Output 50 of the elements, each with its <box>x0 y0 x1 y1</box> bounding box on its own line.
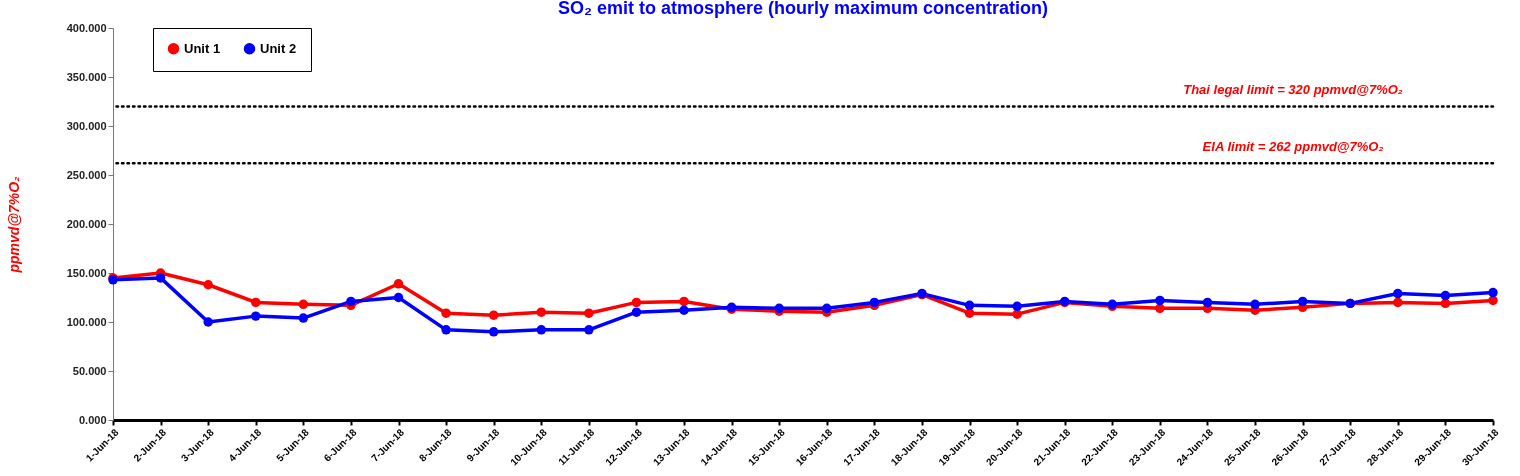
point <box>679 305 689 315</box>
point <box>393 292 404 303</box>
ref-line-label: EIA limit = 262 ppmvd@7%O₂ <box>1202 139 1384 155</box>
y-tick-label: 400.000 <box>66 21 107 34</box>
point <box>1202 297 1213 308</box>
point <box>964 300 975 311</box>
legend-label: Unit 2 <box>260 40 297 56</box>
y-tick-label: 350.000 <box>66 70 107 83</box>
point <box>631 307 642 317</box>
point <box>584 308 594 318</box>
y-tick-label: 150.000 <box>66 266 107 279</box>
point <box>1440 298 1451 309</box>
point <box>393 279 404 289</box>
point <box>679 296 689 307</box>
y-tick-label: 250.000 <box>66 168 107 181</box>
point <box>251 297 261 308</box>
point <box>1440 290 1451 301</box>
point <box>1393 297 1403 308</box>
point <box>346 296 356 307</box>
point <box>1297 296 1308 307</box>
point <box>488 327 499 337</box>
point <box>251 311 261 321</box>
y-tick-label: 50.000 <box>72 364 107 377</box>
point <box>298 299 309 310</box>
ref-line-label: Thai legal limit = 320 ppmvd@7%O₂ <box>1183 82 1403 98</box>
point <box>1488 287 1498 298</box>
point <box>536 307 547 317</box>
point <box>1250 299 1260 310</box>
point <box>203 317 213 327</box>
point <box>1488 295 1498 306</box>
y-tick-label: 300.000 <box>66 119 107 132</box>
y-axis-title: ppmvd@7%O₂ <box>5 176 22 274</box>
legend-label: Unit 1 <box>184 40 221 56</box>
point <box>298 313 309 323</box>
point <box>203 280 213 290</box>
point <box>155 273 166 283</box>
point <box>631 297 642 308</box>
point <box>1393 288 1403 299</box>
point <box>488 310 499 320</box>
y-tick-label: 0.000 <box>78 413 107 426</box>
point <box>536 325 547 335</box>
y-tick-label: 100.000 <box>66 315 107 328</box>
chart-title: SO₂ emit to atmosphere (hourly maximum concentration) <box>557 0 1049 18</box>
point <box>441 325 451 335</box>
point <box>1155 295 1165 306</box>
point <box>441 308 451 318</box>
point <box>822 303 832 314</box>
point <box>584 325 594 335</box>
y-tick-label: 200.000 <box>66 217 107 230</box>
point <box>1012 301 1022 312</box>
